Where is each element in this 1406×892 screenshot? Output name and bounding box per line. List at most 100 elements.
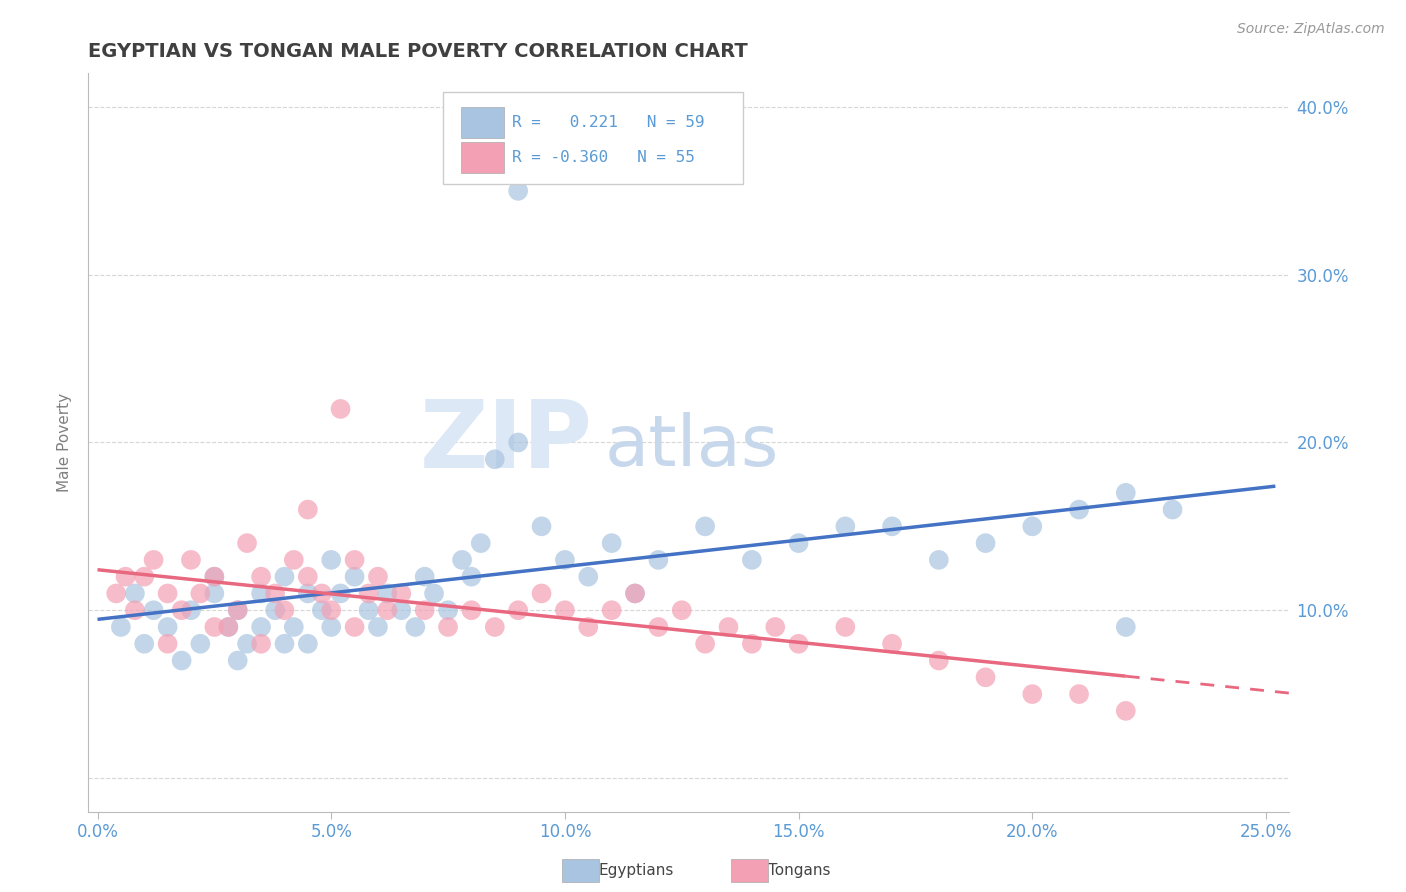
Point	[297, 637, 319, 651]
Point	[671, 603, 693, 617]
Point	[647, 553, 669, 567]
Point	[329, 586, 352, 600]
FancyBboxPatch shape	[461, 107, 503, 137]
Point	[470, 536, 492, 550]
Point	[273, 569, 295, 583]
Point	[180, 603, 202, 617]
Point	[236, 536, 259, 550]
Point	[928, 654, 950, 668]
Point	[554, 553, 576, 567]
Text: EGYPTIAN VS TONGAN MALE POVERTY CORRELATION CHART: EGYPTIAN VS TONGAN MALE POVERTY CORRELAT…	[89, 42, 748, 61]
Point	[170, 654, 193, 668]
Text: R = -0.360   N = 55: R = -0.360 N = 55	[512, 150, 695, 165]
Point	[1067, 687, 1090, 701]
Point	[404, 620, 426, 634]
Y-axis label: Male Poverty: Male Poverty	[58, 392, 72, 492]
Point	[928, 553, 950, 567]
Point	[124, 586, 146, 600]
Point	[624, 586, 647, 600]
Point	[1021, 687, 1043, 701]
Point	[110, 620, 132, 634]
Point	[880, 637, 903, 651]
Point	[273, 637, 295, 651]
Point	[142, 553, 165, 567]
Text: ZIP: ZIP	[420, 396, 593, 489]
Point	[367, 620, 389, 634]
Point	[834, 620, 856, 634]
Point	[880, 519, 903, 533]
Point	[1067, 502, 1090, 516]
Point	[134, 637, 156, 651]
Point	[297, 569, 319, 583]
Point	[974, 670, 997, 684]
Point	[437, 620, 460, 634]
Point	[226, 654, 249, 668]
Point	[202, 569, 225, 583]
Point	[508, 435, 530, 450]
Point	[250, 637, 273, 651]
Point	[170, 603, 193, 617]
Point	[1115, 704, 1137, 718]
Point	[508, 184, 530, 198]
Point	[576, 569, 599, 583]
Point	[741, 553, 763, 567]
Point	[114, 569, 136, 583]
Point	[226, 603, 249, 617]
Point	[343, 620, 366, 634]
Point	[311, 603, 333, 617]
Point	[600, 536, 623, 550]
Point	[264, 586, 287, 600]
Point	[250, 586, 273, 600]
Point	[156, 620, 179, 634]
Point	[554, 603, 576, 617]
Point	[217, 620, 239, 634]
Point	[413, 569, 436, 583]
Point	[600, 603, 623, 617]
Point	[264, 603, 287, 617]
Point	[451, 553, 474, 567]
Point	[343, 569, 366, 583]
Point	[530, 586, 553, 600]
Point	[134, 569, 156, 583]
Point	[787, 536, 810, 550]
Text: Tongans: Tongans	[768, 863, 830, 878]
Point	[1115, 485, 1137, 500]
Text: Egyptians: Egyptians	[599, 863, 675, 878]
Point	[250, 569, 273, 583]
Point	[413, 603, 436, 617]
Point	[357, 586, 380, 600]
Point	[188, 637, 211, 651]
Point	[1021, 519, 1043, 533]
Point	[124, 603, 146, 617]
Point	[180, 553, 202, 567]
Point	[741, 637, 763, 651]
Point	[1115, 620, 1137, 634]
Text: Source: ZipAtlas.com: Source: ZipAtlas.com	[1237, 22, 1385, 37]
Point	[695, 637, 717, 651]
Point	[389, 603, 412, 617]
Point	[283, 553, 305, 567]
Point	[297, 502, 319, 516]
Point	[283, 620, 305, 634]
Point	[1161, 502, 1184, 516]
Point	[202, 620, 225, 634]
Point	[202, 569, 225, 583]
Point	[250, 620, 273, 634]
Point	[156, 637, 179, 651]
Point	[321, 603, 343, 617]
Point	[508, 603, 530, 617]
Point	[311, 586, 333, 600]
Point	[717, 620, 740, 634]
Point	[763, 620, 786, 634]
Point	[576, 620, 599, 634]
Point	[484, 452, 506, 467]
Point	[236, 637, 259, 651]
Point	[484, 620, 506, 634]
Point	[321, 553, 343, 567]
FancyBboxPatch shape	[461, 142, 503, 173]
Point	[834, 519, 856, 533]
Point	[530, 519, 553, 533]
Point	[460, 569, 482, 583]
Point	[624, 586, 647, 600]
Point	[460, 603, 482, 617]
